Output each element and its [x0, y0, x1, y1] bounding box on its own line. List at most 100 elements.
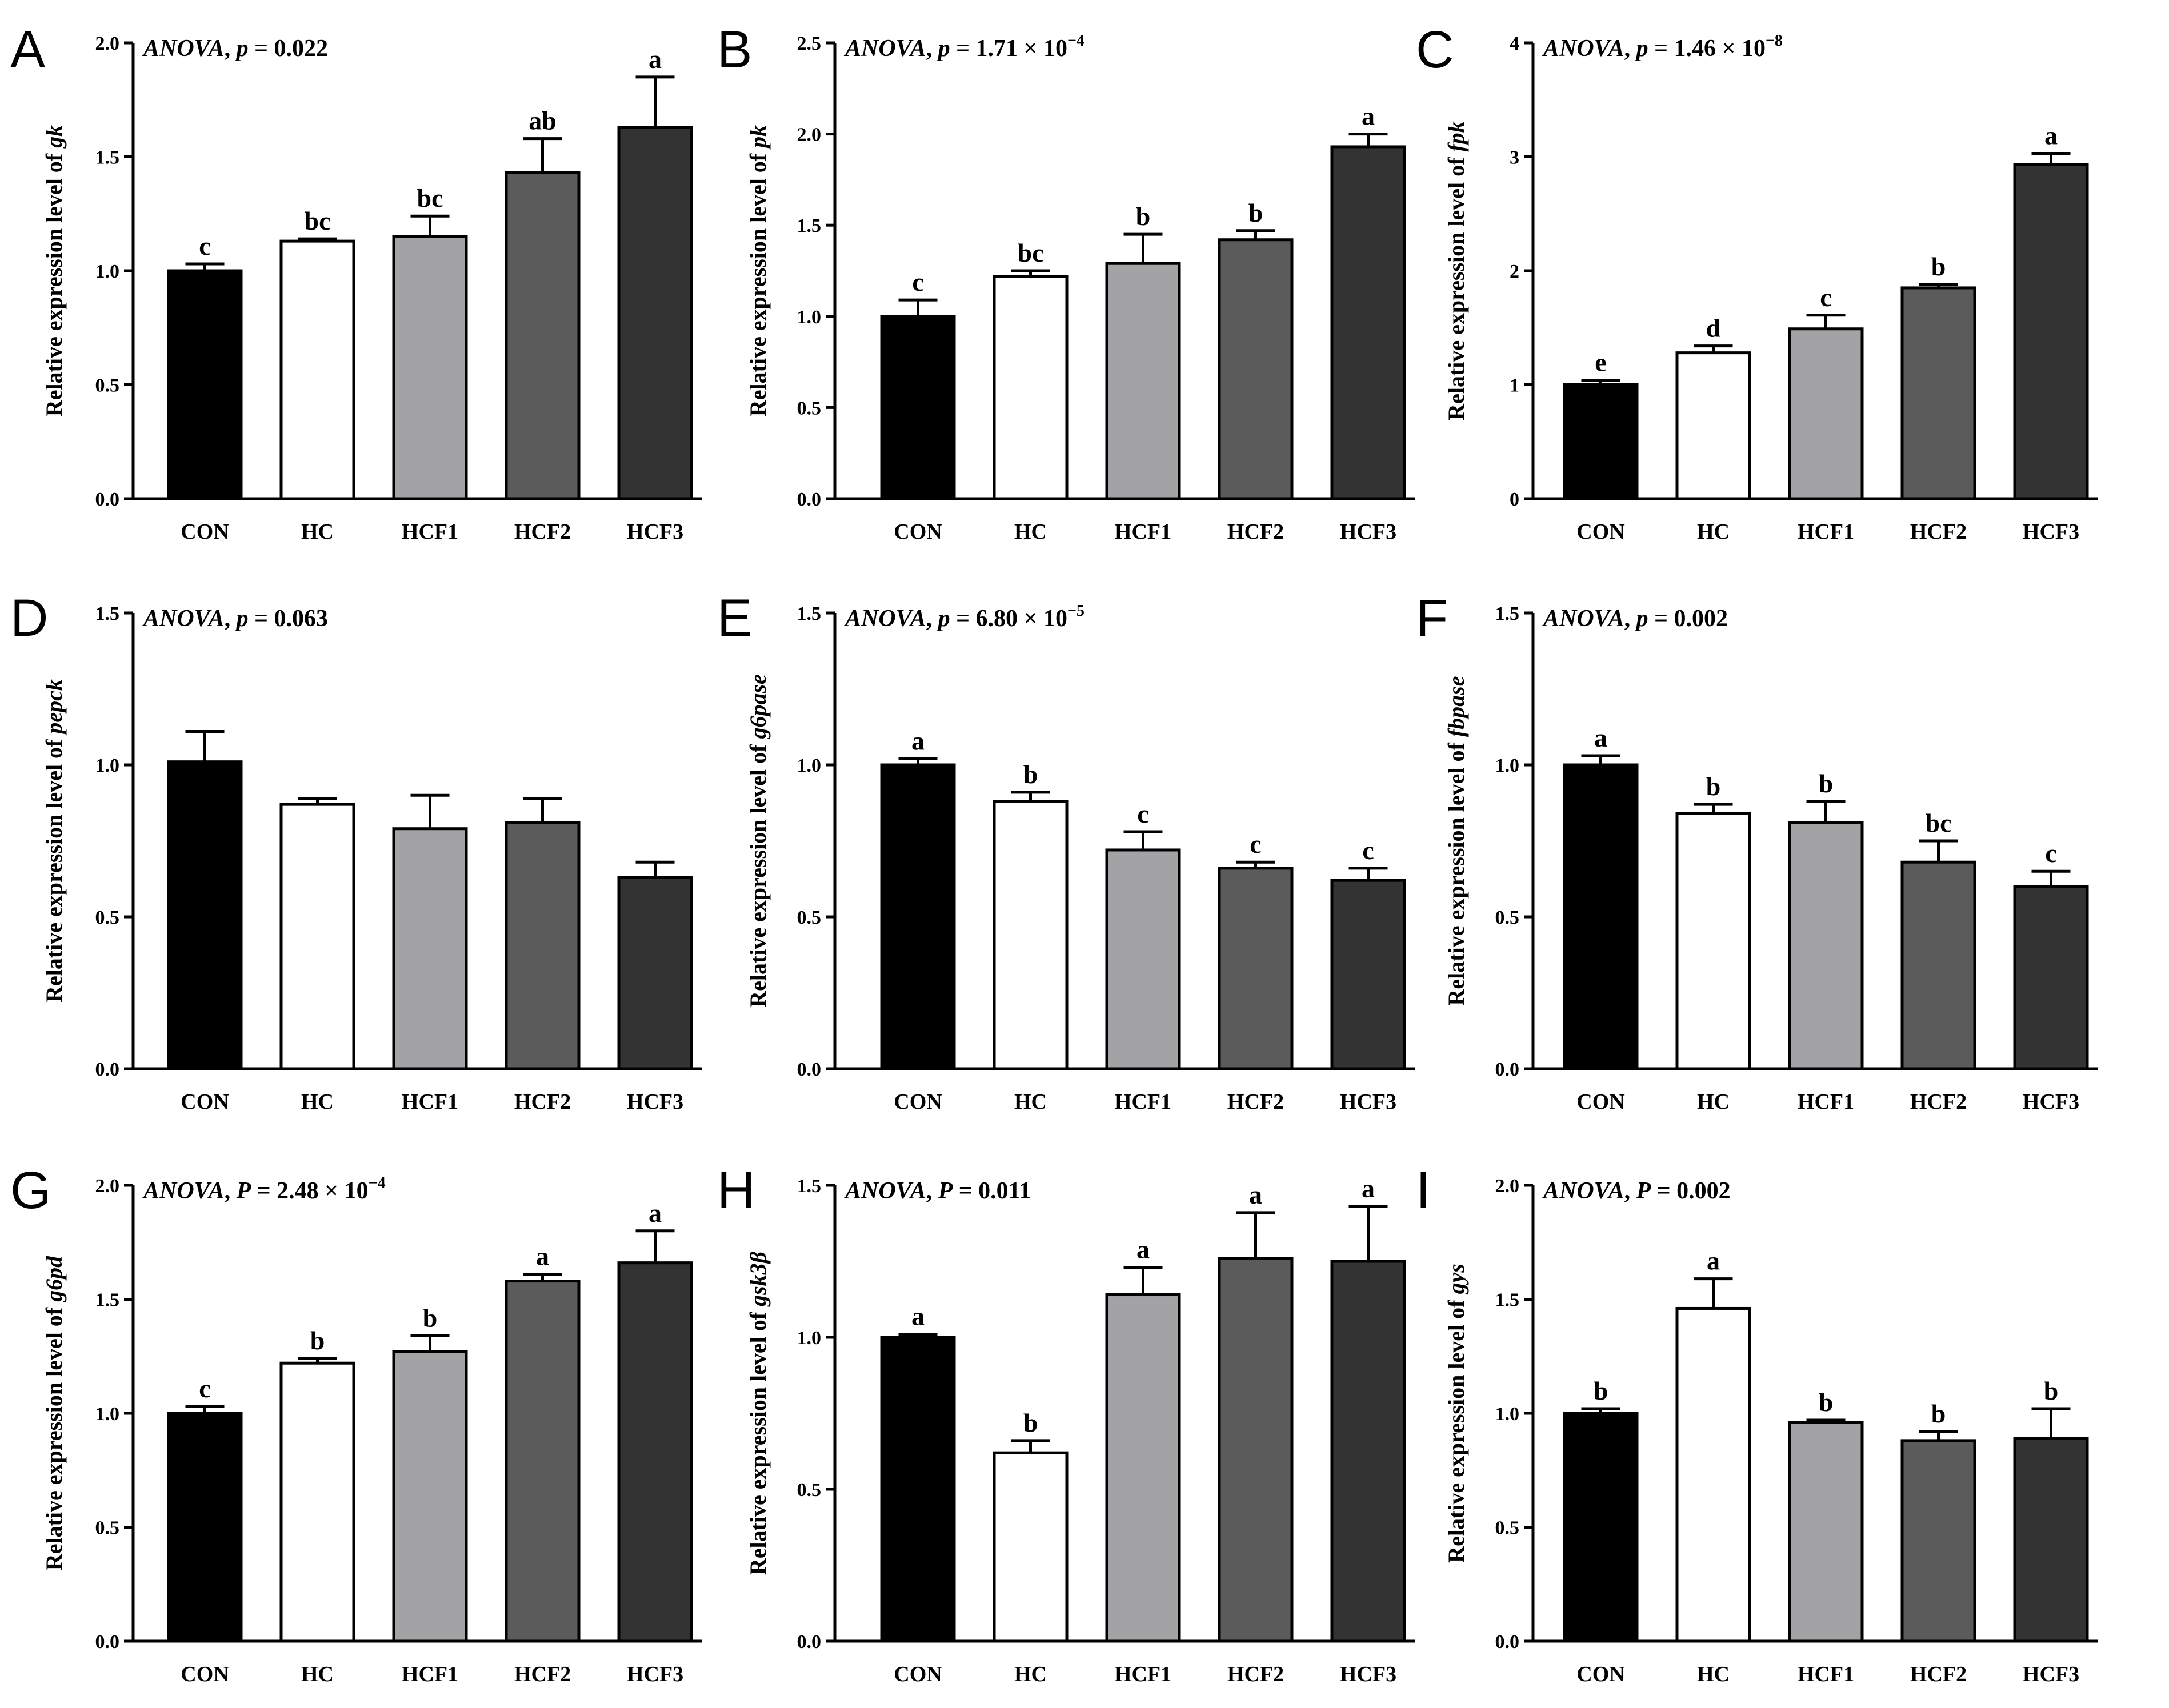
y-tick-label: 0.5 [797, 907, 822, 928]
bar-hc [993, 275, 1069, 500]
significance-letter: b [1819, 1388, 1834, 1417]
y-tick-label: 1.5 [1495, 603, 1520, 624]
y-tick-label: 0.5 [95, 1518, 120, 1539]
significance-letter: b [1819, 769, 1834, 798]
y-tick-label: 1.5 [95, 147, 120, 169]
significance-letter: a [536, 1242, 549, 1271]
significance-letter: bc [417, 183, 443, 213]
x-tick-label: HCF2 [1910, 1662, 1967, 1686]
bar-hcf3 [617, 126, 693, 500]
y-tick-label: 1.0 [1495, 1404, 1520, 1425]
y-axis-label: Relative expression level of fpk [1443, 121, 1469, 420]
x-tick-label: CON [894, 520, 942, 544]
bar-con [167, 269, 243, 500]
y-axis-label: Relative expression level of g6pd [41, 1256, 67, 1570]
y-tick-label: 1.5 [797, 1176, 822, 1197]
panel-a: A 0.0 0.5 1.0 1.5 2.0 Relative expression leve… [10, 21, 702, 544]
x-tick-label: HCF2 [514, 1090, 571, 1114]
x-tick-label: HCF3 [2023, 520, 2079, 544]
x-tick-label: CON [894, 1662, 942, 1686]
y-tick-label: 1 [1510, 375, 1519, 396]
significance-letter: c [199, 1374, 210, 1403]
x-tick-label: HCF1 [1115, 1662, 1171, 1686]
x-tick-label: HC [1014, 1090, 1047, 1114]
x-tick-label: HCF3 [2023, 1662, 2079, 1686]
y-tick-label: 4 [1510, 33, 1519, 54]
y-tick-label: 1.5 [797, 603, 822, 624]
x-tick-label: HC [1014, 1662, 1047, 1686]
y-tick-label: 0.0 [797, 1059, 822, 1080]
bar-hcf3 [1330, 1260, 1406, 1643]
panel-letter: G [10, 1161, 51, 1220]
x-tick-label: HC [1014, 520, 1047, 544]
x-tick-label: HCF2 [1910, 520, 1967, 544]
y-tick-label: 0.0 [95, 489, 120, 510]
bar-hcf3 [617, 1261, 693, 1643]
panel-letter: A [10, 21, 46, 79]
y-tick-label: 2.0 [95, 33, 120, 54]
anova-annotation: ANOVA, p = 1.46 × 10−8 [1542, 32, 1783, 62]
y-tick-label: 1.0 [95, 1404, 120, 1425]
significance-letter: b [1931, 252, 1946, 281]
significance-letter: b [1594, 1376, 1608, 1405]
significance-letter: ab [529, 106, 557, 135]
significance-letter: a [1249, 1180, 1262, 1209]
x-tick-label: HC [1697, 520, 1730, 544]
x-tick-label: HCF2 [1910, 1090, 1967, 1114]
x-tick-label: HCF1 [402, 1090, 458, 1114]
bar-con [167, 760, 243, 1070]
bar-hcf1 [1788, 821, 1864, 1070]
y-tick-label: 2 [1510, 261, 1519, 282]
panel-letter: H [717, 1161, 755, 1220]
x-tick-label: HC [301, 520, 334, 544]
x-tick-label: CON [1576, 1662, 1624, 1686]
x-tick-label: HCF2 [1227, 520, 1284, 544]
significance-letter: c [2045, 839, 2056, 868]
y-tick-label: 1.0 [95, 755, 120, 776]
significance-letter: a [1362, 1174, 1375, 1203]
bar-hc [279, 803, 355, 1070]
x-tick-label: HCF2 [1227, 1662, 1284, 1686]
y-axis-label: Relative expression level of gk [41, 125, 67, 416]
significance-letter: bc [1018, 238, 1044, 267]
panel-d: D 0.0 0.5 1.0 1.5 Relative expression level o… [10, 589, 702, 1114]
significance-letter: bc [1926, 808, 1952, 837]
y-tick-label: 0.5 [797, 1480, 822, 1501]
y-tick-label: 0.0 [797, 1631, 822, 1653]
bar-hcf1 [1788, 327, 1864, 500]
y-tick-label: 1.5 [95, 1290, 120, 1311]
panel-i: I 0.0 0.5 1.0 1.5 2.0 Relative expression leve… [1416, 1161, 2098, 1686]
bar-hcf3 [1330, 879, 1406, 1070]
bar-hcf3 [2013, 163, 2089, 500]
anova-annotation: ANOVA, p = 0.063 [142, 606, 328, 632]
x-tick-label: HCF3 [1340, 520, 1396, 544]
y-axis-label: Relative expression level of g6pase [745, 674, 771, 1008]
panel-letter: I [1416, 1161, 1431, 1220]
y-axis-label: Relative expression level of pk [745, 125, 771, 416]
y-tick-label: 0.5 [1495, 1518, 1520, 1539]
panel-letter: F [1416, 589, 1448, 647]
bar-hcf1 [392, 1350, 468, 1643]
bar-hcf1 [1788, 1421, 1864, 1643]
significance-letter: c [199, 231, 210, 260]
significance-letter: b [2044, 1376, 2059, 1405]
significance-letter: a [649, 45, 662, 74]
bar-hcf2 [505, 1280, 581, 1643]
significance-letter: a [2044, 121, 2058, 150]
significance-letter: c [1362, 836, 1374, 865]
y-tick-label: 1.0 [797, 307, 822, 328]
anova-annotation: ANOVA, p = 0.022 [142, 35, 328, 62]
significance-letter: c [1250, 829, 1261, 859]
bar-hcf1 [1105, 262, 1181, 500]
y-tick-label: 0.5 [95, 375, 120, 396]
y-tick-label: 2.0 [95, 1176, 120, 1197]
bar-hcf3 [1330, 145, 1406, 500]
bar-hc [993, 800, 1069, 1070]
x-tick-label: CON [894, 1090, 942, 1114]
bar-hc [1675, 812, 1751, 1070]
bar-hcf1 [392, 827, 468, 1070]
y-axis-label: Relative expression level of fbpase [1443, 676, 1469, 1006]
panel-letter: C [1416, 21, 1454, 79]
y-tick-label: 0.0 [797, 489, 822, 510]
